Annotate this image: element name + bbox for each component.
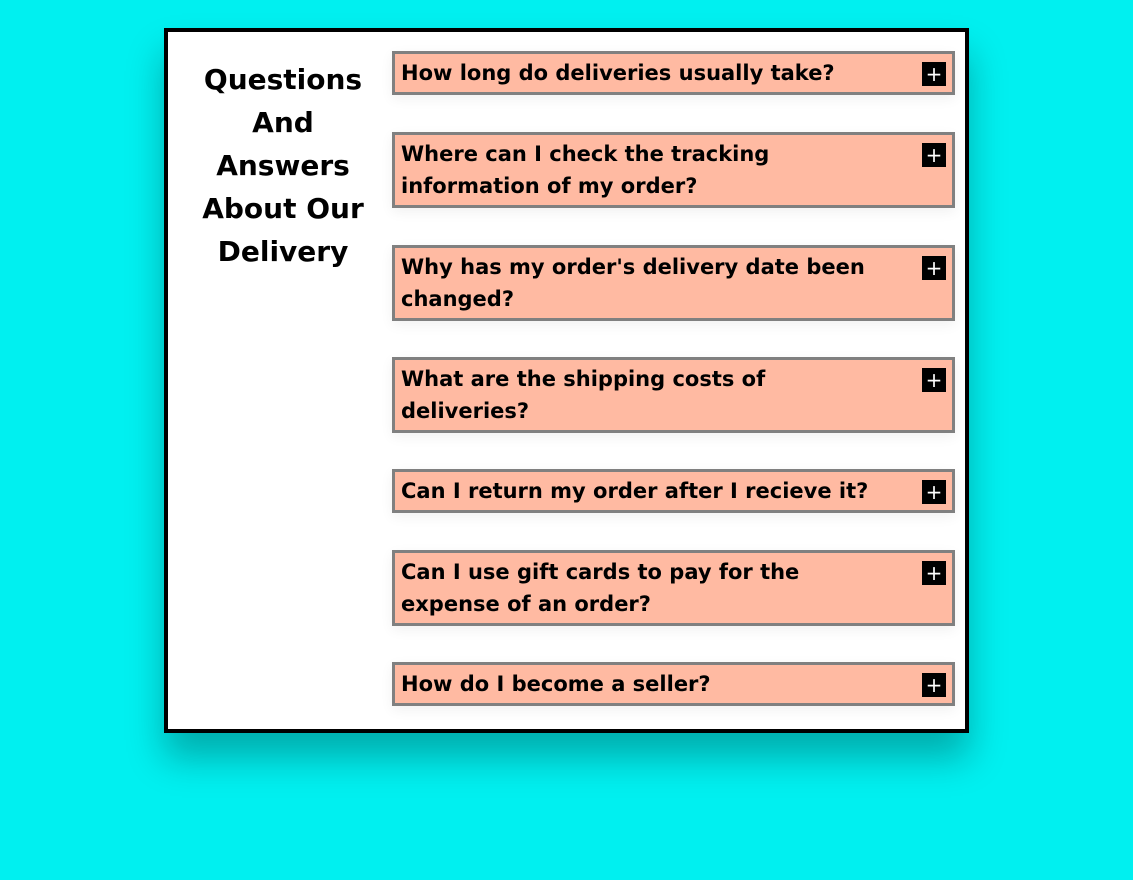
- faq-question: Why has my order's delivery date been ch…: [401, 255, 865, 311]
- faq-question: Where can I check the tracking informati…: [401, 142, 770, 198]
- plus-icon[interactable]: +: [922, 256, 946, 280]
- faq-item[interactable]: Where can I check the tracking informati…: [392, 132, 955, 208]
- faq-item[interactable]: What are the shipping costs of deliverie…: [392, 357, 955, 433]
- plus-icon[interactable]: +: [922, 480, 946, 504]
- faq-card: Questions And Answers About Our Delivery…: [164, 28, 969, 733]
- faq-question: Can I use gift cards to pay for the expe…: [401, 560, 800, 616]
- faq-question: What are the shipping costs of deliverie…: [401, 367, 766, 423]
- plus-icon[interactable]: +: [922, 143, 946, 167]
- faq-list: How long do deliveries usually take? + W…: [392, 51, 955, 706]
- plus-icon[interactable]: +: [922, 673, 946, 697]
- faq-question: How do I become a seller?: [401, 672, 711, 696]
- plus-icon[interactable]: +: [922, 62, 946, 86]
- plus-icon[interactable]: +: [922, 368, 946, 392]
- faq-item[interactable]: How long do deliveries usually take? +: [392, 51, 955, 95]
- faq-item[interactable]: Can I return my order after I recieve it…: [392, 469, 955, 513]
- faq-item[interactable]: How do I become a seller? +: [392, 662, 955, 706]
- page-title: Questions And Answers About Our Delivery: [202, 63, 364, 268]
- plus-icon[interactable]: +: [922, 561, 946, 585]
- faq-question: How long do deliveries usually take?: [401, 61, 835, 85]
- faq-question: Can I return my order after I recieve it…: [401, 479, 869, 503]
- faq-item[interactable]: Why has my order's delivery date been ch…: [392, 245, 955, 321]
- faq-item[interactable]: Can I use gift cards to pay for the expe…: [392, 550, 955, 626]
